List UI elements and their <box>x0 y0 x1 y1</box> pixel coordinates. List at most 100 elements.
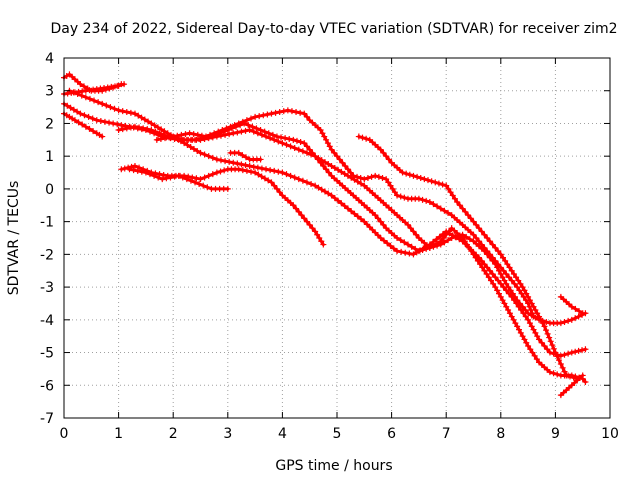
data-point <box>67 104 74 111</box>
data-point <box>200 182 207 189</box>
data-point <box>404 241 411 248</box>
data-point <box>532 307 539 313</box>
data-point <box>513 274 520 281</box>
data-point <box>155 174 162 181</box>
data-point <box>368 173 375 180</box>
data-point <box>323 136 330 143</box>
data-point <box>301 140 308 147</box>
data-point <box>263 166 270 173</box>
data-point <box>499 254 506 261</box>
data-point <box>546 349 553 356</box>
data-point <box>511 280 518 287</box>
data-point <box>410 228 417 235</box>
data-point <box>242 162 249 169</box>
data-point <box>297 139 304 145</box>
data-point <box>261 128 268 135</box>
data-point <box>226 131 233 138</box>
data-point <box>190 131 197 138</box>
data-point <box>134 167 141 174</box>
data-point <box>315 155 322 162</box>
data-point <box>415 195 422 202</box>
data-point <box>157 136 164 142</box>
data-point <box>459 235 466 241</box>
data-point <box>403 170 410 177</box>
data-point <box>556 357 563 364</box>
data-point <box>182 131 189 138</box>
data-point <box>197 176 204 183</box>
data-point <box>420 245 427 252</box>
data-point <box>271 182 278 189</box>
data-point <box>582 346 589 353</box>
data-point <box>93 117 100 124</box>
data-point <box>390 245 397 252</box>
data-point <box>516 287 523 294</box>
data-point <box>561 368 568 375</box>
data-point <box>154 124 161 131</box>
data-point <box>252 113 259 120</box>
data-point <box>443 182 450 189</box>
data-point <box>347 169 354 176</box>
data-point <box>163 175 170 182</box>
data-point <box>334 153 340 160</box>
data-point <box>502 257 509 264</box>
data-point <box>242 127 249 134</box>
data-point <box>290 202 297 209</box>
axis-ticks: 0 1 2 3 4 5 6 7 8 9 10 -7 -6 -5 -4 -3 -2 -1 0 1 2 3 4 <box>40 51 619 442</box>
data-point <box>499 274 506 281</box>
data-point <box>387 242 394 249</box>
data-point <box>413 249 420 256</box>
data-point <box>508 313 515 320</box>
data-point <box>565 350 572 357</box>
data-point <box>472 254 479 261</box>
data-point <box>470 231 477 238</box>
data-point <box>186 130 193 137</box>
data-point <box>520 310 527 317</box>
grid <box>64 58 610 418</box>
data-point <box>336 156 343 163</box>
data-point <box>575 313 582 320</box>
data-point <box>503 271 510 277</box>
data-point <box>226 158 233 165</box>
data-point <box>517 329 524 336</box>
data-point <box>320 241 327 248</box>
data-point <box>492 244 499 251</box>
data-point <box>70 89 77 96</box>
data-point <box>325 161 332 168</box>
data-point <box>483 271 490 277</box>
data-point <box>514 323 521 330</box>
data-point <box>354 213 361 220</box>
data-point <box>490 280 497 287</box>
data-point <box>144 126 151 133</box>
data-point <box>394 192 401 199</box>
data-point <box>538 339 545 346</box>
y-tick-label: -5 <box>40 346 54 362</box>
data-point <box>489 271 496 277</box>
y-tick-label: -7 <box>40 411 54 427</box>
data-point <box>440 235 447 241</box>
data-point <box>546 334 553 341</box>
data-point <box>331 149 338 156</box>
data-point <box>521 287 528 294</box>
data-point <box>541 343 548 349</box>
data-point <box>406 250 413 257</box>
data-point <box>423 197 430 204</box>
data-point <box>531 352 538 359</box>
data-point <box>557 320 564 327</box>
data-point <box>290 136 297 143</box>
data-point <box>534 333 541 340</box>
data-point <box>167 174 174 181</box>
data-point <box>189 174 196 181</box>
data-point <box>492 257 499 264</box>
data-point <box>484 235 491 241</box>
data-point <box>495 261 502 268</box>
data-point <box>466 236 473 243</box>
data-point <box>398 248 405 255</box>
data-point <box>148 120 155 127</box>
series-track-11 <box>355 133 581 382</box>
data-point <box>238 128 245 135</box>
data-point <box>407 225 414 232</box>
data-point <box>101 118 108 125</box>
data-point <box>401 194 408 201</box>
data-point <box>549 342 556 349</box>
